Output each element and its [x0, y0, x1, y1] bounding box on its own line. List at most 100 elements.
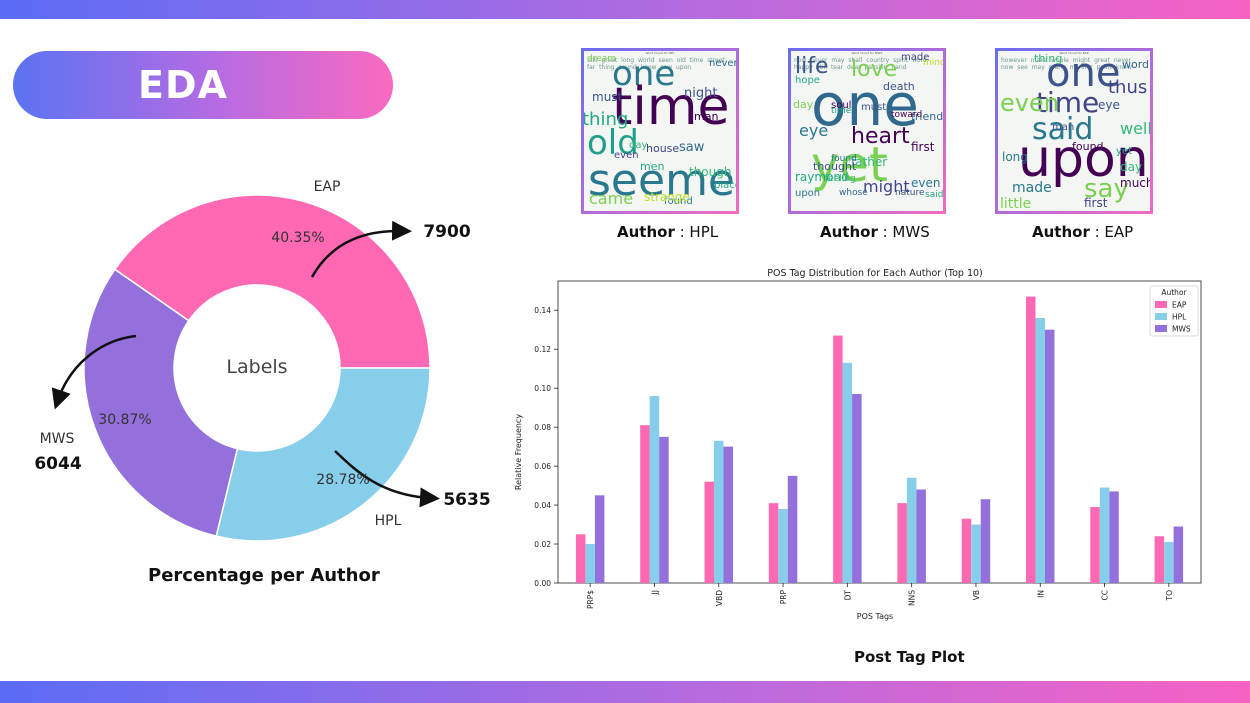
- bar-mws: [1173, 526, 1184, 583]
- wordcloud-word: yet: [811, 137, 888, 193]
- curved-arrow-icon: [334, 450, 440, 508]
- wordcloud-word: man: [694, 110, 719, 123]
- y-axis-label: Relative Frequency: [514, 414, 523, 490]
- slice-name-mws: MWS: [40, 431, 75, 447]
- curved-arrow-icon: [51, 334, 137, 410]
- wordcloud-word: day: [629, 140, 648, 151]
- donut-center-label: Labels: [226, 356, 287, 378]
- wordcloud-word: soul: [831, 100, 852, 111]
- wordcloud-word: yet: [1116, 146, 1132, 157]
- chart-title: POS Tag Distribution for Each Author (To…: [767, 268, 983, 279]
- wordcloud-word: one: [1046, 50, 1121, 96]
- donut-caption: Percentage per Author: [148, 565, 380, 586]
- y-tick-label: 0.08: [534, 423, 551, 432]
- wordcloud-word: first: [911, 140, 935, 154]
- wordcloud-word: man: [1052, 122, 1075, 133]
- x-tick-label: NNS: [908, 590, 917, 606]
- caption-author: : EAP: [1089, 223, 1134, 241]
- bar-eap: [1154, 536, 1165, 583]
- bar-hpl: [1099, 487, 1110, 583]
- wordcloud-word: heart: [851, 124, 910, 149]
- slice-percent-mws: 30.87%: [98, 412, 151, 428]
- caption-bold: Author: [1032, 223, 1090, 241]
- legend-swatch: [1155, 325, 1167, 332]
- wordcloud-word: dream: [587, 54, 617, 64]
- donut-slice-mws: [83, 268, 239, 538]
- slice-count-hpl: 5635: [443, 490, 490, 510]
- wordcloud-word: life: [795, 54, 829, 79]
- wordcloud-word: found: [831, 154, 857, 164]
- y-tick-label: 0.06: [534, 462, 551, 471]
- wordcloud-word: thought: [813, 160, 857, 173]
- wordcloud-word: mind: [923, 58, 946, 68]
- wordcloud-word: time: [1036, 86, 1100, 119]
- bar-mws: [852, 394, 862, 583]
- wordcloud-word: seemed: [588, 155, 736, 206]
- bar-hpl: [906, 477, 917, 583]
- wordcloud-word: nature: [895, 188, 925, 198]
- wordcloud-word: one: [811, 71, 919, 139]
- caption-bold: Author: [617, 223, 675, 241]
- page-title: EDA: [138, 63, 228, 107]
- wordcloud-word: even: [911, 176, 941, 190]
- bar-eap: [833, 335, 843, 583]
- wordcloud-word: day: [1120, 160, 1143, 174]
- legend-swatch: [1155, 301, 1167, 308]
- wordcloud-word: made: [1012, 180, 1052, 196]
- x-tick-label: PRP$: [586, 590, 595, 609]
- bar-eap: [1090, 507, 1100, 583]
- bar-hpl: [778, 508, 788, 583]
- legend-entry: HPL: [1172, 313, 1187, 322]
- wordcloud-eap: Word Cloud for EAP however make whole mi…: [995, 48, 1153, 214]
- bar-hpl: [649, 395, 660, 583]
- wordcloud-word: much: [1120, 176, 1153, 190]
- x-tick-label: CC: [1101, 590, 1110, 600]
- y-tick-label: 0.10: [534, 384, 551, 393]
- wordcloud-word: word: [1122, 58, 1150, 71]
- wordcloud-word: old: [587, 123, 639, 163]
- slice-percent-hpl: 28.78%: [316, 472, 369, 488]
- wordcloud-caption-hpl: Author : HPL: [617, 223, 718, 241]
- bar-mws: [1045, 329, 1055, 583]
- slice-percent-eap: 40.35%: [271, 230, 324, 246]
- wordcloud-word: time: [612, 77, 730, 137]
- wordcloud-word: men: [640, 160, 665, 173]
- bar-eap: [575, 534, 586, 583]
- x-tick-label: JJ: [650, 590, 659, 595]
- bar-mws: [787, 475, 798, 583]
- x-tick-label: VB: [972, 590, 981, 600]
- wordcloud-word: well: [1120, 119, 1152, 138]
- wordcloud-word: place: [714, 180, 739, 191]
- eda-header-pill: EDA: [13, 51, 393, 119]
- wordcloud-word: found: [1072, 140, 1104, 153]
- bottom-gradient-strip: [0, 681, 1250, 703]
- wordcloud-word: say: [1084, 174, 1129, 204]
- x-tick-label: VBD: [715, 590, 724, 606]
- donut-slice-hpl: [215, 367, 431, 542]
- x-tick-label: PRP: [779, 590, 788, 605]
- plot-frame: [557, 280, 1202, 584]
- wordcloud-word: whose: [839, 188, 868, 198]
- slice-name-eap: EAP: [314, 179, 341, 195]
- bar-hpl: [842, 362, 853, 583]
- x-tick-label: TO: [1165, 590, 1174, 602]
- wordcloud-title: Word Cloud for MWS: [851, 51, 883, 55]
- bar-eap: [897, 503, 907, 583]
- wordcloud-word: day: [793, 98, 814, 111]
- wordcloud-caption-mws: Author : MWS: [820, 223, 930, 241]
- wordcloud-word: upon: [795, 188, 821, 199]
- y-tick-label: 0.04: [534, 501, 551, 510]
- bar-hpl: [971, 524, 981, 583]
- legend-entry: MWS: [1172, 325, 1191, 334]
- wordcloud-word: toward: [891, 110, 923, 120]
- caption-bold: Author: [820, 223, 878, 241]
- legend-box: [1149, 285, 1199, 337]
- bar-mws: [723, 446, 733, 583]
- wordcloud-word: strange: [644, 190, 690, 204]
- wordcloud-word: even: [614, 150, 639, 161]
- wordcloud-word: friend: [911, 110, 944, 123]
- x-axis-label: POS Tags: [857, 612, 893, 621]
- wordcloud-word: found: [664, 196, 693, 207]
- wordcloud-word: father: [851, 155, 888, 169]
- caption-author: : HPL: [674, 223, 719, 241]
